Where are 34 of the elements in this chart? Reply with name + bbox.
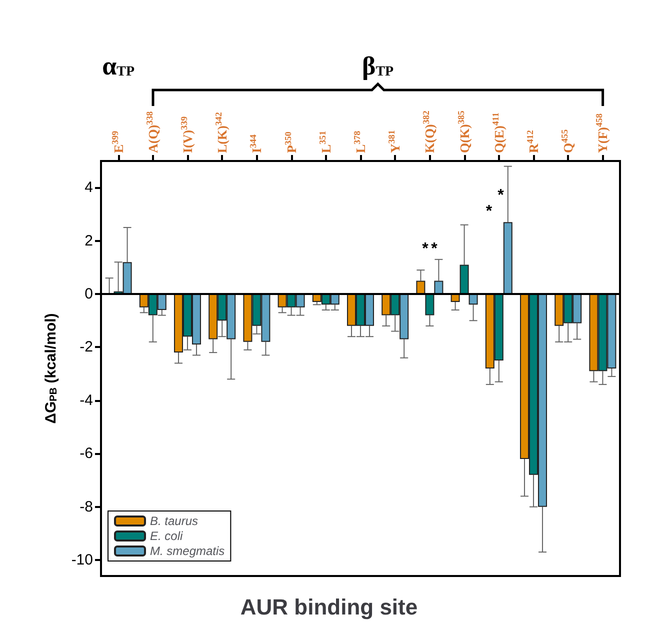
x-tick-label: Y381 (386, 130, 403, 153)
legend-label: M. smegmatis (150, 544, 225, 558)
y-tick-label: -2 (80, 338, 93, 356)
x-axis-title: AUR binding site (240, 594, 418, 620)
x-tick-label: L378 (352, 130, 368, 153)
legend-label: E. coli (150, 529, 184, 543)
annotation: * (498, 187, 505, 204)
x-tick-label: L(K)342 (214, 112, 230, 153)
annotation: * (486, 203, 493, 220)
y-tick-label: -8 (80, 498, 93, 516)
text: βTP (362, 52, 394, 80)
y-axis-title: ΔGPB (kcal/mol) (42, 313, 60, 424)
y-tick-label: -10 (71, 552, 93, 569)
x-tick-label: I344 (248, 134, 264, 153)
y-tick-label: 4 (84, 179, 93, 196)
x-tick-label: K(Q)382 (421, 110, 438, 153)
x-tick-label: E399 (110, 130, 126, 153)
annotation: * (431, 240, 438, 258)
x-tick-label: A(Q)338 (144, 110, 160, 153)
legend-label: B. taurus (150, 514, 198, 528)
annotation: * (422, 240, 430, 258)
y-tick-label: 2 (84, 232, 93, 250)
y-tick-label: 0 (84, 286, 93, 303)
x-tick-label: I(V)339 (179, 116, 195, 153)
x-tick-label: Q(E)411 (490, 112, 506, 153)
x-tick-label: Y(F)458 (594, 113, 610, 153)
x-tick-label: L351 (317, 130, 334, 153)
x-tick-label: P350 (282, 131, 299, 153)
x-tick-label: Q(K)385 (456, 110, 472, 153)
x-tick-label: R412 (525, 130, 541, 153)
x-tick-label: Q455 (560, 128, 576, 153)
y-tick-label: -4 (80, 392, 93, 409)
text: αTP (102, 52, 135, 80)
y-tick-label: -6 (80, 445, 93, 462)
